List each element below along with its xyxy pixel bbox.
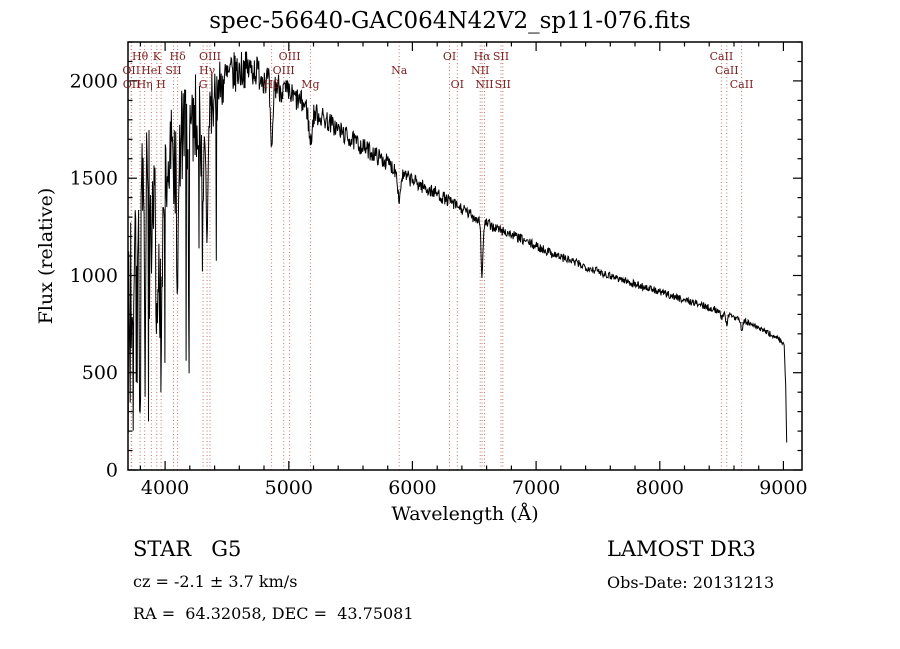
svg-text:SII: SII xyxy=(493,50,509,63)
y-axis-label: Flux (relative) xyxy=(35,187,57,325)
svg-text:Hα: Hα xyxy=(474,50,492,63)
svg-text:0: 0 xyxy=(106,460,118,482)
svg-text:9000: 9000 xyxy=(759,477,807,499)
spectral-line-markers xyxy=(130,42,743,470)
velocity-text: cz = -2.1 ± 3.7 km/s xyxy=(133,572,298,591)
svg-text:SII: SII xyxy=(495,78,511,91)
svg-text:OI: OI xyxy=(451,78,464,91)
x-axis-label: Wavelength (Å) xyxy=(391,503,539,525)
svg-text:G: G xyxy=(199,78,208,91)
plot-frame xyxy=(127,41,803,471)
svg-text:NII: NII xyxy=(475,78,493,91)
obs-date-text: Obs-Date: 20131213 xyxy=(607,573,775,592)
svg-text:OIII: OIII xyxy=(279,50,301,63)
svg-text:CaII: CaII xyxy=(730,78,754,91)
svg-text:SII: SII xyxy=(165,64,181,77)
svg-text:7000: 7000 xyxy=(512,477,560,499)
svg-text:Hη: Hη xyxy=(137,78,153,91)
svg-text:5000: 5000 xyxy=(265,477,313,499)
svg-text:Na: Na xyxy=(391,64,408,77)
svg-text:4000: 4000 xyxy=(141,477,189,499)
spectrum-trace xyxy=(127,51,788,443)
svg-text:1500: 1500 xyxy=(70,168,118,190)
survey-text: LAMOST DR3 xyxy=(607,537,756,561)
svg-text:CaII: CaII xyxy=(710,50,734,63)
svg-text:K: K xyxy=(153,50,162,63)
svg-text:Hγ: Hγ xyxy=(199,64,216,77)
svg-text:NII: NII xyxy=(471,64,489,77)
svg-text:8000: 8000 xyxy=(636,477,684,499)
svg-text:Hδ: Hδ xyxy=(169,50,186,63)
svg-text:OII: OII xyxy=(123,78,141,91)
coordinates-text: RA = 64.32058, DEC = 43.75081 xyxy=(133,604,414,623)
star-class-text: STAR G5 xyxy=(133,537,242,561)
svg-text:CaII: CaII xyxy=(715,64,739,77)
page-title: spec-56640-GAC064N42V2_sp11-076.fits xyxy=(209,8,691,34)
svg-text:H: H xyxy=(156,78,166,91)
svg-text:6000: 6000 xyxy=(388,477,436,499)
svg-text:OII: OII xyxy=(122,64,140,77)
svg-text:1000: 1000 xyxy=(70,265,118,287)
svg-text:Hβ: Hβ xyxy=(264,78,280,91)
svg-text:2000: 2000 xyxy=(70,70,118,92)
svg-text:OIII: OIII xyxy=(273,64,295,77)
svg-text:Mg: Mg xyxy=(301,78,319,91)
svg-text:OIII: OIII xyxy=(199,50,221,63)
svg-text:HeI: HeI xyxy=(141,64,161,77)
axis-ticks xyxy=(128,41,802,471)
svg-text:Hθ: Hθ xyxy=(132,50,149,63)
svg-text:500: 500 xyxy=(82,362,118,384)
svg-text:OI: OI xyxy=(443,50,456,63)
tick-labels: 4000 5000 6000 7000 8000 9000 0 500 1000 1500 2000 xyxy=(70,70,808,499)
